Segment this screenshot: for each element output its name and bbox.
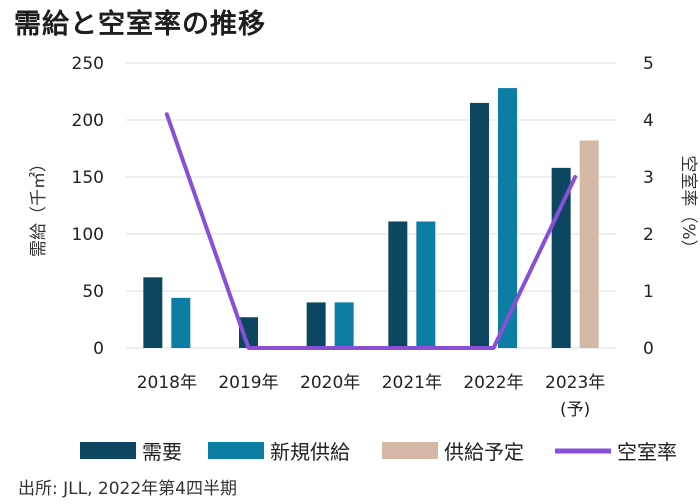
- legend-label: 供給予定: [444, 440, 524, 464]
- category-label: 2023年(予): [545, 373, 605, 420]
- bar-新規供給: [171, 297, 191, 348]
- vacancy-line: [164, 112, 578, 350]
- right-axis-ticks: 0 1 2 3 4 5: [643, 54, 654, 359]
- legend-label: 空室率: [617, 440, 677, 464]
- bar-需要: [388, 221, 408, 348]
- category-labels: 2018年 2019年 2020年 2021年 2022年 2023年(予): [137, 373, 606, 420]
- chart-title: 需給と空室率の推移: [14, 9, 266, 40]
- left-tick-label: 250: [72, 54, 104, 74]
- bar-供給予定: [579, 140, 599, 348]
- left-axis-ticks: 0 50 100 150 200 250: [72, 54, 104, 359]
- left-axis-title: 需給（千㎡）: [29, 155, 49, 257]
- bar-需要: [143, 277, 163, 348]
- legend-swatch: [208, 442, 264, 459]
- vacancy-rate-line: [164, 112, 578, 350]
- legend: 需要 新規供給 供給予定 空室率: [80, 440, 677, 464]
- bars: [143, 88, 599, 349]
- right-tick-label: 1: [643, 282, 654, 302]
- category-label: 2022年: [463, 373, 523, 393]
- category-label: 2020年: [300, 373, 360, 393]
- bar-新規供給: [416, 221, 436, 348]
- category-label: 2021年: [382, 373, 442, 393]
- legend-label: 新規供給: [270, 440, 350, 464]
- category-label: 2018年: [137, 373, 197, 393]
- left-tick-label: 50: [82, 282, 104, 302]
- bar-需要: [470, 102, 489, 349]
- legend-swatch: [80, 442, 136, 459]
- bar-需要: [306, 302, 326, 348]
- legend-label: 需要: [142, 440, 182, 464]
- right-axis-title: 空室率（%）: [678, 155, 698, 256]
- right-tick-label: 4: [643, 111, 654, 131]
- left-tick-label: 100: [72, 225, 104, 245]
- right-tick-label: 2: [643, 225, 654, 245]
- left-tick-label: 0: [93, 339, 104, 359]
- left-tick-label: 200: [72, 111, 104, 131]
- legend-swatch: [382, 442, 438, 459]
- bar-新規供給: [498, 88, 517, 348]
- source-note: 出所: JLL, 2022年第4四半期: [18, 479, 237, 499]
- right-tick-label: 5: [643, 54, 654, 74]
- left-tick-label: 150: [72, 168, 104, 188]
- right-tick-label: 0: [643, 339, 654, 359]
- bar-新規供給: [334, 302, 354, 348]
- category-label: 2019年: [218, 373, 278, 393]
- right-tick-label: 3: [643, 168, 654, 188]
